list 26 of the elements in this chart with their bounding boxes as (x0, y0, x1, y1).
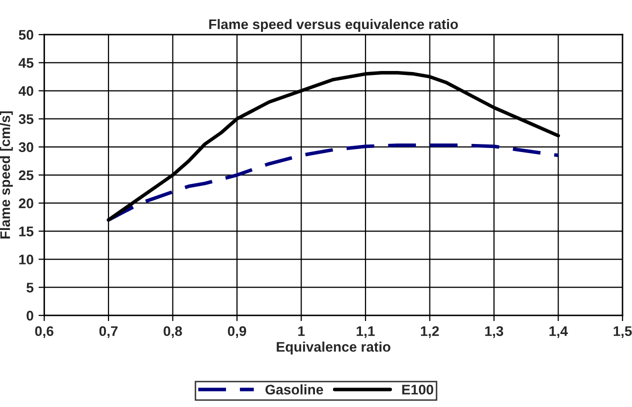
chart-title: Flame speed versus equivalence ratio (209, 18, 458, 32)
x-tick-label: 0,8 (164, 326, 182, 338)
x-axis-title: Equivalence ratio (276, 342, 390, 355)
y-tick-label: 40 (18, 86, 34, 96)
y-tick-label: 30 (18, 142, 34, 152)
y-axis-title: Flame speed [cm/s] (0, 111, 13, 239)
x-tick-label: 1,1 (356, 326, 375, 338)
y-tick-label: 0 (26, 310, 34, 321)
x-tick-label: 1,5 (614, 326, 632, 338)
x-tick-label: 0,6 (35, 326, 54, 338)
y-tick-label: 10 (19, 254, 34, 264)
legend-label: Gasoline (265, 384, 324, 395)
x-tick-label: 1,2 (420, 326, 439, 338)
y-tick-label: 25 (18, 170, 34, 180)
x-tick-label: 1 (298, 326, 305, 336)
y-tick-label: 5 (26, 282, 34, 293)
x-tick-label: 0,7 (99, 326, 118, 338)
x-tick-label: 0,9 (228, 326, 246, 338)
legend-label: E100 (402, 384, 434, 395)
y-tick-label: 15 (19, 226, 34, 236)
y-tick-label: 20 (18, 198, 34, 208)
y-tick-label: 50 (18, 30, 34, 40)
y-tick-label: 45 (18, 58, 34, 68)
x-tick-label: 1,3 (485, 326, 504, 338)
x-tick-label: 1,4 (549, 326, 568, 338)
y-tick-label: 35 (18, 114, 34, 124)
